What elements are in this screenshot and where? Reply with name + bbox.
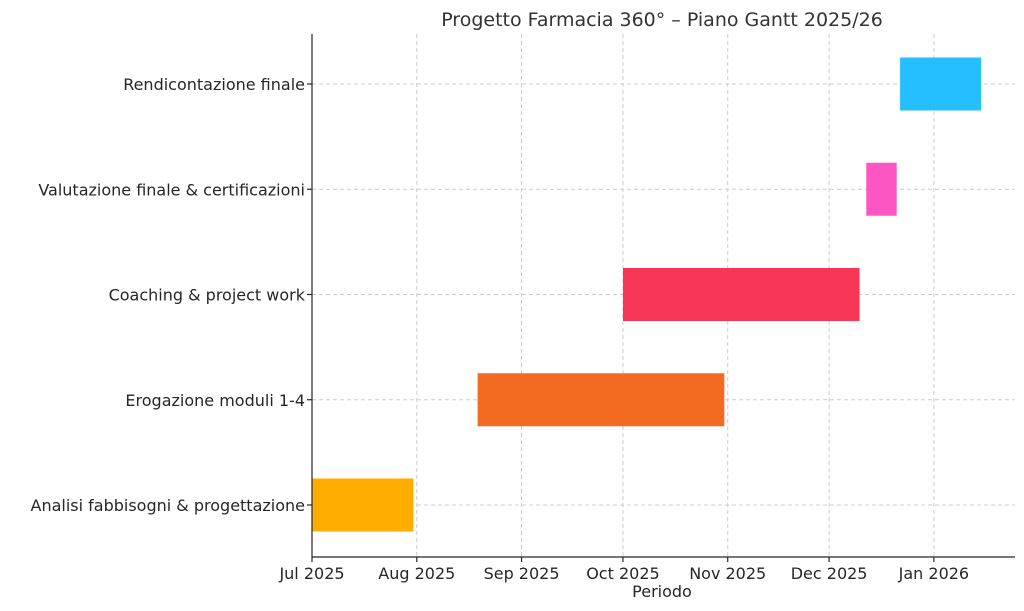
x-axis-label: Periodo <box>632 582 692 601</box>
chart-title: Progetto Farmacia 360° – Piano Gantt 202… <box>441 9 883 31</box>
x-tick-label: Dec 2025 <box>791 564 868 583</box>
y-tick-label: Coaching & project work <box>109 286 306 305</box>
bar-layer <box>312 57 982 532</box>
x-tick-label: Jul 2025 <box>278 564 344 583</box>
axis-layer <box>307 34 1015 562</box>
task-bar <box>900 57 982 111</box>
y-tick-label: Rendicontazione finale <box>123 75 305 94</box>
task-bar <box>622 268 860 321</box>
x-tick-label: Aug 2025 <box>378 564 455 583</box>
task-bar <box>866 162 897 216</box>
x-tick-label: Oct 2025 <box>586 564 659 583</box>
y-tick-label: Valutazione finale & certificazioni <box>38 180 305 199</box>
y-tick-label: Analisi fabbisogni & progettazione <box>31 496 306 515</box>
y-tick-label: Erogazione moduli 1-4 <box>125 391 305 410</box>
x-tick-labels: Jul 2025 Aug 2025 Sep 2025 Oct 2025 Nov 2025… <box>278 564 969 583</box>
task-bar <box>312 478 414 532</box>
task-bar <box>477 373 725 427</box>
x-tick-label: Sep 2025 <box>484 564 560 583</box>
x-tick-label: Nov 2025 <box>689 564 766 583</box>
x-tick-label: Jan 2026 <box>898 564 969 583</box>
y-tick-labels: Analisi fabbisogni & progettazione Erogaz… <box>31 75 306 515</box>
